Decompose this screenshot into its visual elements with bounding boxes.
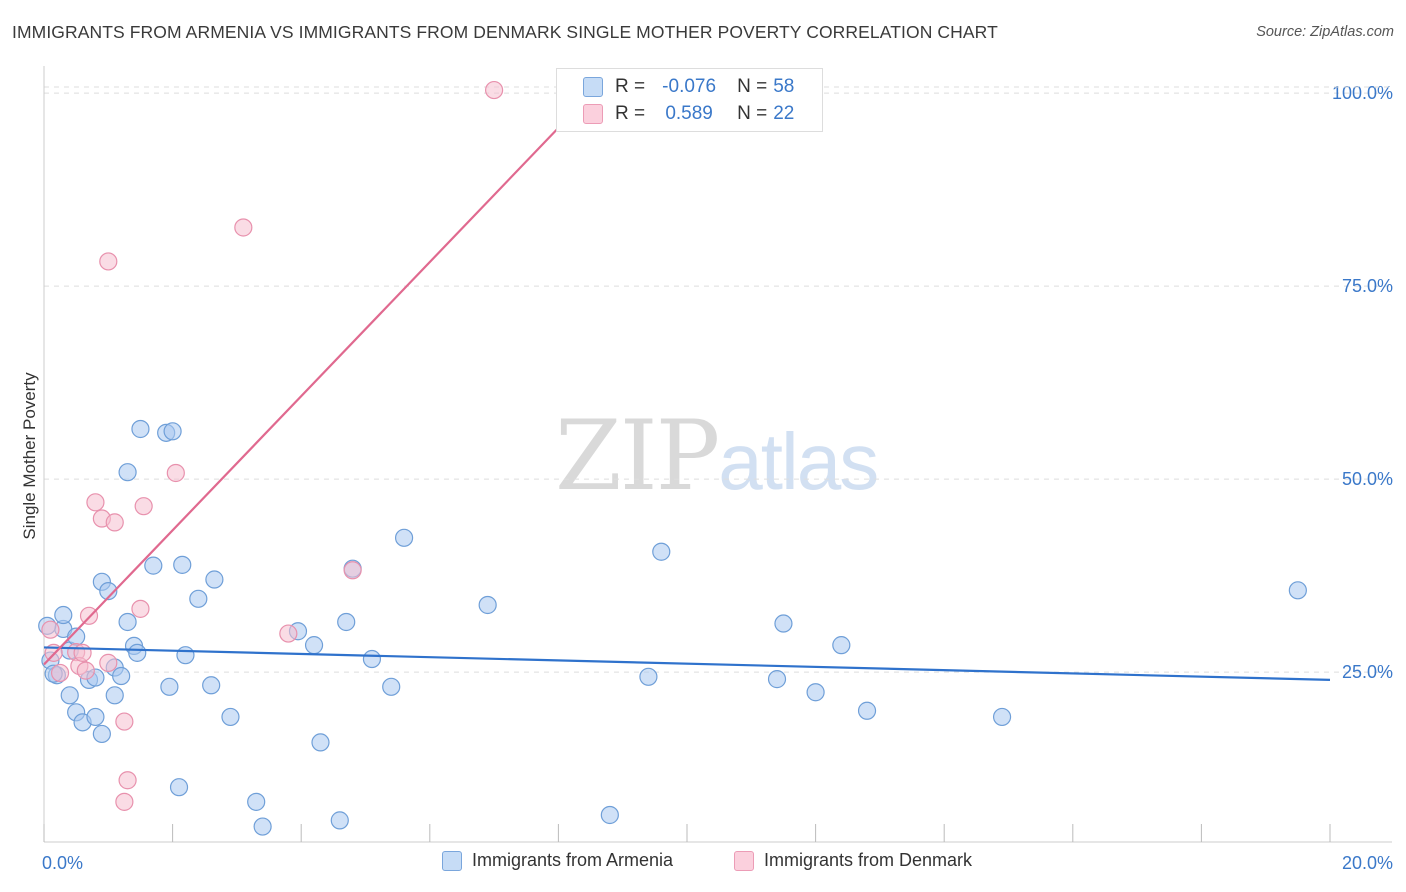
armenia-point bbox=[247, 792, 266, 811]
x-tick-label: 20.0% bbox=[1342, 853, 1393, 873]
armenia-point bbox=[992, 707, 1012, 727]
armenia-point bbox=[112, 666, 131, 686]
denmark-point bbox=[343, 561, 362, 580]
denmark-point bbox=[279, 624, 298, 643]
denmark-point bbox=[115, 712, 134, 731]
bottom-legend-denmark: Immigrants from Denmark bbox=[734, 850, 972, 871]
bottom-legend-swatch-denmark bbox=[734, 850, 754, 871]
watermark-atlas: atlas bbox=[718, 417, 879, 506]
armenia-point bbox=[767, 670, 787, 689]
armenia-point bbox=[144, 556, 163, 575]
armenia-point bbox=[160, 677, 179, 696]
armenia-point bbox=[1288, 581, 1307, 600]
armenia-point bbox=[60, 686, 79, 705]
denmark-point bbox=[41, 620, 60, 639]
armenia-point bbox=[857, 701, 877, 720]
armenia-point bbox=[832, 636, 851, 655]
denmark-trendline bbox=[43, 127, 560, 666]
denmark-point bbox=[99, 252, 118, 271]
legend-n-value-armenia: 58 bbox=[773, 76, 795, 97]
armenia-point bbox=[118, 612, 137, 632]
armenia-point bbox=[478, 595, 497, 615]
correlation-legend: R = -0.076 N = 58 R = 0.589 N = 22 bbox=[556, 68, 823, 132]
armenia-point bbox=[330, 811, 349, 830]
denmark-point bbox=[131, 599, 150, 618]
denmark-point bbox=[118, 771, 137, 790]
legend-swatch-armenia bbox=[583, 77, 603, 97]
armenia-point bbox=[639, 667, 658, 686]
armenia-point bbox=[163, 422, 182, 441]
armenia-point bbox=[54, 605, 73, 625]
legend-r-value-denmark: 0.589 bbox=[665, 103, 713, 124]
armenia-point bbox=[304, 636, 324, 655]
armenia-point bbox=[99, 581, 118, 601]
chart-title: IMMIGRANTS FROM ARMENIA VS IMMIGRANTS FR… bbox=[12, 22, 998, 42]
armenia-point bbox=[652, 542, 671, 561]
denmark-point bbox=[166, 463, 185, 483]
x-tick-label: 0.0% bbox=[42, 853, 83, 873]
legend-n-value-denmark: 22 bbox=[773, 103, 795, 124]
armenia-point bbox=[176, 646, 195, 665]
y-tick-label: 75.0% bbox=[1342, 276, 1393, 296]
armenia-point bbox=[169, 778, 189, 797]
denmark-point bbox=[73, 643, 92, 662]
y-tick-label: 25.0% bbox=[1342, 662, 1393, 682]
denmark-point bbox=[134, 497, 153, 516]
legend-swatch-denmark bbox=[583, 104, 603, 124]
denmark-point bbox=[50, 663, 70, 683]
legend-r-label-armenia: R = bbox=[615, 76, 646, 97]
armenia-point bbox=[205, 570, 224, 589]
source-label: Source: ZipAtlas.com bbox=[1256, 24, 1394, 40]
denmark-point bbox=[105, 513, 124, 532]
armenia-point bbox=[173, 555, 192, 574]
legend-n-label-denmark: N = bbox=[737, 103, 768, 124]
legend-row-armenia: R = -0.076 N = 58 bbox=[583, 74, 794, 100]
armenia-point bbox=[600, 805, 619, 825]
armenia-point bbox=[382, 677, 401, 696]
armenia-point bbox=[311, 733, 330, 752]
denmark-point bbox=[76, 661, 95, 680]
bottom-legend-label-denmark: Immigrants from Denmark bbox=[764, 850, 973, 870]
armenia-point bbox=[202, 676, 221, 695]
denmark-point bbox=[115, 792, 134, 811]
armenia-point bbox=[394, 528, 414, 547]
y-tick-label: 50.0% bbox=[1342, 469, 1393, 489]
legend-r-value-armenia: -0.076 bbox=[662, 76, 717, 97]
armenia-point bbox=[362, 649, 382, 669]
armenia-point bbox=[86, 707, 105, 727]
armenia-point bbox=[118, 463, 137, 482]
armenia-point bbox=[105, 686, 124, 705]
armenia-point bbox=[337, 612, 356, 632]
watermark: ZIPatlas bbox=[555, 400, 879, 512]
legend-row-denmark: R = 0.589 N = 22 bbox=[583, 101, 794, 127]
denmark-point bbox=[86, 493, 105, 512]
armenia-point bbox=[131, 419, 150, 439]
watermark-zip: ZIP bbox=[555, 400, 720, 512]
y-tick-label: 100.0% bbox=[1332, 83, 1393, 103]
denmark-point bbox=[485, 80, 504, 100]
armenia-point bbox=[806, 683, 825, 702]
armenia-point bbox=[189, 589, 208, 608]
legend-r-label-denmark: R = bbox=[615, 103, 646, 124]
armenia-point bbox=[774, 614, 793, 633]
armenia-point bbox=[128, 643, 147, 662]
armenia-point bbox=[92, 724, 111, 744]
denmark-point bbox=[234, 218, 253, 237]
armenia-point bbox=[253, 817, 272, 836]
armenia-point bbox=[221, 707, 240, 727]
armenia-trendline bbox=[43, 646, 1331, 681]
bottom-legend-label-armenia: Immigrants from Armenia bbox=[472, 850, 674, 870]
bottom-legend-armenia: Immigrants from Armenia bbox=[442, 850, 673, 871]
denmark-point bbox=[99, 653, 118, 672]
legend-n-label-armenia: N = bbox=[737, 76, 768, 97]
bottom-legend-swatch-armenia bbox=[442, 850, 462, 871]
